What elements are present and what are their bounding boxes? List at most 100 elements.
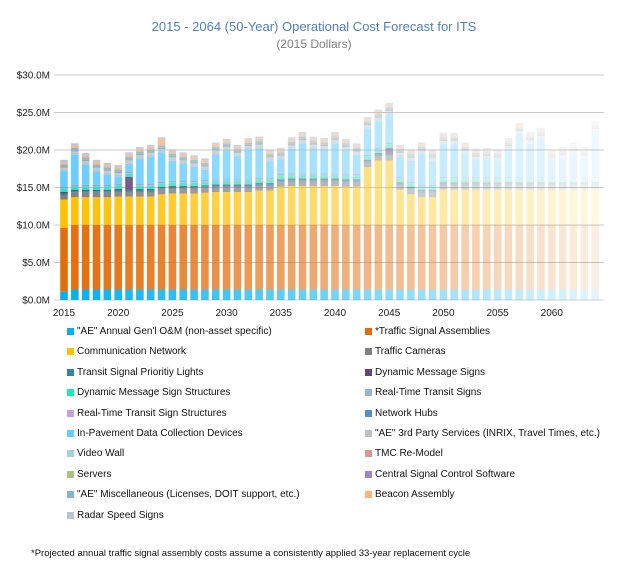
bar-segment-0-2023 bbox=[146, 289, 155, 300]
bar-segment-0-2044 bbox=[374, 289, 383, 300]
bar-segment-4-2031 bbox=[233, 186, 242, 188]
bar-segment-12-2052 bbox=[461, 150, 469, 152]
bar-segment-15-2029 bbox=[211, 149, 220, 151]
bar-segment-9-2016 bbox=[71, 184, 79, 186]
bar-segment-9-2022 bbox=[136, 184, 144, 185]
bar-segment-1-2059 bbox=[537, 225, 545, 290]
bar-segment-1-2033 bbox=[255, 225, 263, 290]
bar-segment-6-2032 bbox=[244, 181, 253, 185]
y-tick-label: $30.0M bbox=[17, 71, 50, 82]
bar-segment-9-2021 bbox=[125, 172, 133, 173]
bar-segment-18-2025 bbox=[168, 149, 177, 152]
bar-segment-1-2053 bbox=[472, 225, 480, 290]
bar-segment-10-2052 bbox=[461, 154, 469, 178]
bar-segment-18-2056 bbox=[504, 138, 513, 141]
bar-segment-10-2018 bbox=[92, 171, 101, 185]
x-tick-label: 2040 bbox=[324, 308, 347, 319]
bar-segment-5-2046 bbox=[396, 182, 404, 184]
bar-segment-17-2050 bbox=[439, 135, 448, 138]
bar-segment-18-2059 bbox=[537, 127, 545, 130]
bar-segment-7-2034 bbox=[266, 179, 274, 180]
bar-segment-4-2036 bbox=[287, 180, 296, 182]
bar-segment-4-2019 bbox=[103, 191, 112, 193]
bar-segment-5-2018 bbox=[92, 189, 101, 192]
bar-segment-1-2040 bbox=[331, 225, 339, 290]
bar-segment-7-2018 bbox=[92, 186, 101, 187]
bar-segment-1-2032 bbox=[244, 225, 253, 290]
bar-segment-15-2024 bbox=[157, 147, 166, 149]
bar-segment-11-2043 bbox=[363, 126, 372, 129]
bar-segment-2-2040 bbox=[331, 186, 339, 225]
bar-segment-0-2028 bbox=[201, 289, 209, 300]
legend-swatch bbox=[67, 491, 74, 499]
bar-segment-3-2048 bbox=[417, 192, 426, 198]
bar-segment-18-2015 bbox=[60, 159, 68, 163]
bar-segment-1-2029 bbox=[211, 225, 220, 290]
bar-segment-10-2029 bbox=[211, 154, 220, 180]
bar-segment-7-2040 bbox=[331, 174, 339, 176]
bar-segment-18-2017 bbox=[81, 153, 90, 156]
bar-segment-15-2042 bbox=[352, 150, 361, 151]
bar-segment-16-2055 bbox=[493, 153, 502, 157]
bar-segment-0-2051 bbox=[450, 289, 459, 300]
bar-segment-17-2024 bbox=[157, 139, 166, 146]
bar-segment-16-2032 bbox=[244, 142, 253, 145]
bar-segment-10-2026 bbox=[179, 163, 188, 182]
bar-segment-15-2038 bbox=[309, 143, 318, 145]
bar-segment-4-2061 bbox=[558, 183, 567, 186]
bar-segment-11-2025 bbox=[168, 158, 177, 161]
bar-segment-7-2064 bbox=[591, 178, 599, 180]
bar-segment-2-2058 bbox=[526, 189, 534, 225]
bar-segment-15-2017 bbox=[81, 159, 90, 161]
bar-segment-7-2054 bbox=[482, 178, 491, 180]
bar-segment-15-2025 bbox=[168, 156, 177, 157]
bar-segment-7-2024 bbox=[157, 183, 166, 184]
bar-segment-9-2033 bbox=[255, 178, 263, 179]
bar-segment-1-2058 bbox=[526, 225, 534, 290]
bar-segment-10-2021 bbox=[125, 163, 133, 173]
bar-segment-5-2051 bbox=[450, 182, 459, 184]
bar-segment-12-2015 bbox=[60, 167, 68, 170]
bar-segment-18-2038 bbox=[309, 136, 318, 139]
bar-segment-9-2049 bbox=[428, 184, 437, 186]
bar-segment-10-2037 bbox=[298, 143, 307, 174]
bar-segment-0-2027 bbox=[190, 289, 198, 300]
bar-segment-4-2018 bbox=[92, 191, 101, 193]
bar-segment-4-2026 bbox=[179, 187, 188, 189]
bar-segment-15-2041 bbox=[342, 145, 350, 147]
bar-segment-1-2023 bbox=[146, 225, 155, 290]
bar-segment-12-2057 bbox=[515, 130, 524, 133]
bar-segment-10-2055 bbox=[493, 160, 502, 178]
bar-segment-4-2050 bbox=[439, 183, 448, 186]
legend-label: Real-Time Transit Signs bbox=[375, 387, 482, 399]
legend-label: In-Pavement Data Collection Devices bbox=[77, 428, 243, 439]
bar-segment-12-2058 bbox=[526, 139, 534, 142]
bar-segment-12-2020 bbox=[114, 172, 122, 175]
bar-segment-15-2031 bbox=[233, 151, 242, 153]
bar-segment-3-2036 bbox=[287, 181, 296, 186]
bar-segment-16-2029 bbox=[211, 147, 220, 150]
bar-segment-5-2060 bbox=[548, 182, 556, 184]
legend-swatch bbox=[67, 328, 74, 335]
bar-segment-17-2038 bbox=[309, 138, 318, 142]
bar-segment-5-2044 bbox=[374, 153, 383, 155]
bar-segment-10-2034 bbox=[266, 160, 274, 179]
bar-segment-15-2054 bbox=[482, 154, 491, 156]
bar-segment-9-2018 bbox=[92, 184, 101, 186]
bar-segment-5-2031 bbox=[233, 184, 242, 186]
bar-segment-3-2017 bbox=[81, 192, 90, 198]
bar-segment-16-2062 bbox=[569, 147, 578, 150]
bar-segment-7-2052 bbox=[461, 178, 469, 180]
bar-segment-1-2061 bbox=[558, 225, 567, 290]
bar-segment-11-2060 bbox=[548, 158, 556, 161]
bar-segment-18-2024 bbox=[157, 137, 166, 140]
bar-segment-11-2037 bbox=[298, 141, 307, 144]
y-tick-label: $25.0M bbox=[17, 108, 50, 119]
bar-segment-2-2023 bbox=[146, 196, 155, 225]
bar-segment-2-2015 bbox=[60, 199, 68, 228]
bar-segment-9-2046 bbox=[396, 177, 404, 179]
legend-label: Traffic Cameras bbox=[375, 346, 446, 358]
bar-segment-17-2053 bbox=[472, 150, 480, 154]
bar-segment-18-2023 bbox=[146, 144, 155, 148]
bar-segment-2-2025 bbox=[168, 193, 177, 225]
